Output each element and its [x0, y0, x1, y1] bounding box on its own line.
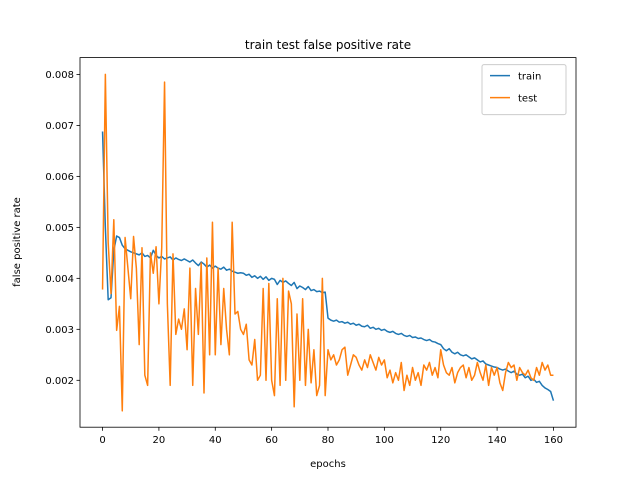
y-axis-label: false positive rate — [12, 197, 23, 287]
y-tick-label: 0.005 — [45, 223, 74, 234]
x-tick-label: 160 — [544, 435, 563, 446]
y-tick-label: 0.002 — [45, 376, 74, 387]
x-tick-label: 60 — [265, 435, 278, 446]
y-tick-label: 0.003 — [45, 325, 74, 336]
x-axis-label: epochs — [310, 459, 346, 470]
x-tick-label: 20 — [153, 435, 166, 446]
line-series — [101, 131, 555, 401]
line-series — [101, 73, 554, 412]
x-tick-label: 100 — [375, 435, 394, 446]
legend-label: test — [518, 94, 537, 105]
legend-box — [481, 64, 567, 116]
x-tick-label: 120 — [431, 435, 450, 446]
x-tick-label: 0 — [99, 435, 105, 446]
y-tick-label: 0.008 — [45, 70, 74, 81]
x-tick-label: 140 — [488, 435, 507, 446]
chart-title: train test false positive rate — [245, 38, 411, 52]
x-tick-label: 40 — [209, 435, 222, 446]
y-tick-label: 0.007 — [45, 121, 74, 132]
plot-frame — [79, 57, 577, 428]
x-tick-label: 80 — [322, 435, 335, 446]
legend-label: train — [518, 72, 541, 83]
y-tick-label: 0.006 — [45, 172, 74, 183]
y-tick-label: 0.004 — [45, 274, 74, 285]
